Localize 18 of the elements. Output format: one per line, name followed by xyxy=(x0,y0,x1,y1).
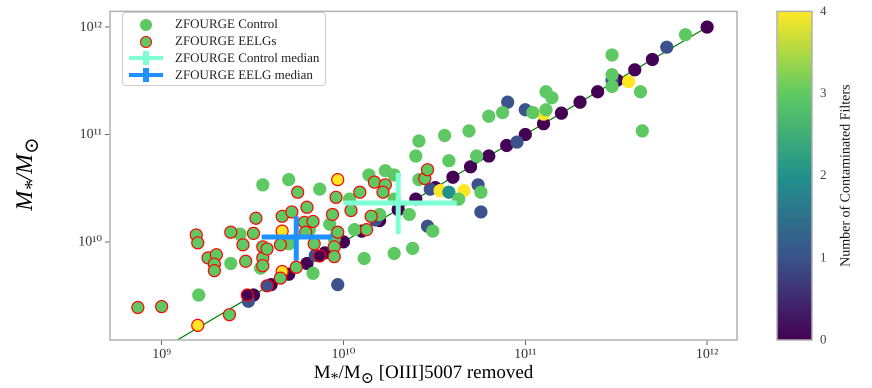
x-tick-label: 10¹² xyxy=(696,347,718,362)
legend-label: ZFOURGE Control xyxy=(175,15,278,32)
x-tick-label: 10⁹ xyxy=(152,347,172,362)
color-bar-label: 0 xyxy=(820,331,826,346)
x-tick-label: 10¹⁰ xyxy=(332,347,356,362)
y-tick-label: 10¹¹ xyxy=(80,127,102,142)
legend-label: ZFOURGE Control median xyxy=(175,49,320,66)
color-bar-label: 4 xyxy=(820,2,827,18)
x-axis-title: M$_{*}$/M$_{⊙}$ [OIII]5007 removed xyxy=(314,362,534,388)
y-tick-label: 10¹⁰ xyxy=(78,234,102,250)
y-tick-label: 10¹² xyxy=(80,20,102,35)
color-bar-label: 2 xyxy=(820,167,826,182)
color-bar-title: Number of Contaminated Filters xyxy=(838,84,854,267)
color-bar-label: 1 xyxy=(820,249,826,264)
legend-label: ZFOURGE EELG median xyxy=(175,66,313,83)
x-tick-label: 10¹¹ xyxy=(514,347,536,362)
color-bar-label: 3 xyxy=(820,84,826,100)
legend-label: ZFOURGE EELGs xyxy=(175,32,276,49)
